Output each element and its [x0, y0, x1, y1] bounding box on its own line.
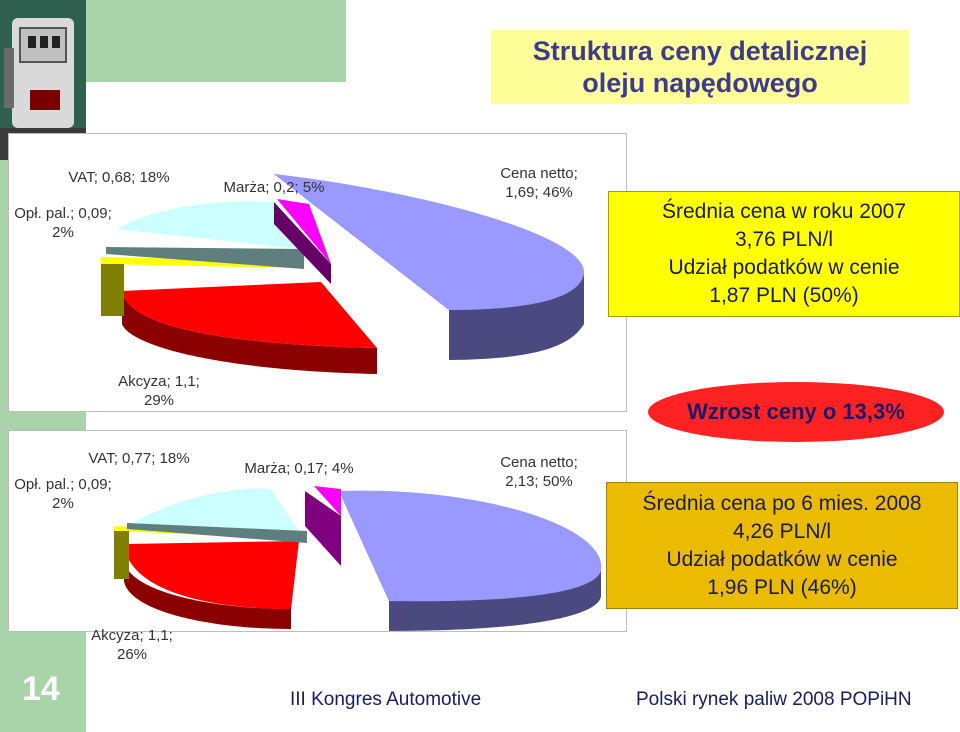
chart1-akcyza-slice: [122, 282, 377, 348]
chart1-label-marza: Marża; 0,2; 5%: [223, 179, 325, 196]
title-line-2: oleju napędowego: [582, 68, 818, 98]
chart2-akcyza-side: [124, 561, 291, 629]
chart1-label-netto: Cena netto; 1,69; 46%: [500, 165, 578, 201]
title-line-1: Struktura ceny detalicznej: [532, 36, 868, 66]
chart2-oplpal-side: [114, 531, 129, 579]
chart-2008-frame: Cena netto; 2,13; 50% VAT; 0,77; 18% Opł.…: [8, 430, 627, 632]
slide-title: Struktura ceny detalicznej oleju napędow…: [491, 30, 909, 104]
chart2-label-netto: Cena netto; 2,13; 50%: [500, 454, 578, 490]
chart1-vat-slice: [117, 201, 299, 249]
chart2-netto-slice: [339, 490, 602, 602]
info1-line3: Udział podatków w cenie: [668, 256, 900, 279]
chart2-label-oplpal: Opł. pal.; 0,09; 2%: [14, 476, 112, 512]
chart1-vat-side: [106, 247, 304, 269]
chart2-vat-side: [127, 523, 307, 543]
chart1-marza-slice: [277, 199, 331, 264]
info1-line1: Średnia cena w roku 2007: [662, 200, 906, 223]
chart2-vat-slice: [129, 488, 299, 531]
page-number: 14: [22, 670, 60, 708]
footer-right: Polski rynek paliw 2008 POPiHN: [636, 689, 912, 710]
chart-2007-frame: Cena netto; 1,69; 46% VAT; 0,68; 18% Opł.…: [8, 133, 627, 412]
chart1-oplpal-side: [101, 264, 124, 316]
chart2-label-marza: Marża; 0,17; 4%: [244, 460, 354, 477]
chart2-label-akcyza: Akcyza; 1,1; 26%: [91, 627, 173, 663]
price-growth-badge: Wzrost ceny o 13,3%: [648, 382, 944, 442]
top-decor-band: [86, 0, 346, 82]
info2-line4: 1,96 PLN (46%): [707, 575, 857, 599]
chart1-label-akcyza: Akcyza; 1,1; 29%: [118, 373, 200, 409]
chart1-label-oplpal: Opł. pal.; 0,09; 2%: [14, 205, 112, 241]
chart1-label-vat: VAT; 0,68; 18%: [68, 169, 170, 186]
chart1-akcyza-side: [122, 291, 377, 374]
footer-center: III Kongres Automotive: [290, 689, 482, 710]
info1-line4: 1,87 PLN (50%): [709, 284, 859, 307]
chart2-label-vat: VAT; 0,77; 18%: [88, 450, 190, 467]
avg-price-2008-box: Średnia cena po 6 mies. 2008 4,26 PLN/l …: [606, 482, 958, 609]
info2-line2: 4,26 PLN/l: [732, 519, 832, 543]
chart1-marza-side: [274, 202, 331, 284]
info2-line1: Średnia cena po 6 mies. 2008: [642, 491, 922, 515]
avg-price-2007-box: Średnia cena w roku 2007 3,76 PLN/l Udzi…: [608, 191, 960, 317]
chart-2007-svg: [101, 174, 585, 374]
chart2-marza-side: [305, 491, 341, 566]
chart1-netto-slice: [274, 174, 585, 310]
chart2-marza-slice: [314, 486, 341, 516]
chart2-akcyza-slice: [124, 541, 299, 609]
fuel-pump-icon: [0, 0, 86, 160]
chart1-oplpal-slice: [101, 257, 301, 268]
info2-line3: Udział podatków w cenie: [666, 547, 898, 571]
chart-2008-svg: [114, 486, 602, 631]
info1-line2: 3,76 PLN/l: [734, 228, 834, 251]
